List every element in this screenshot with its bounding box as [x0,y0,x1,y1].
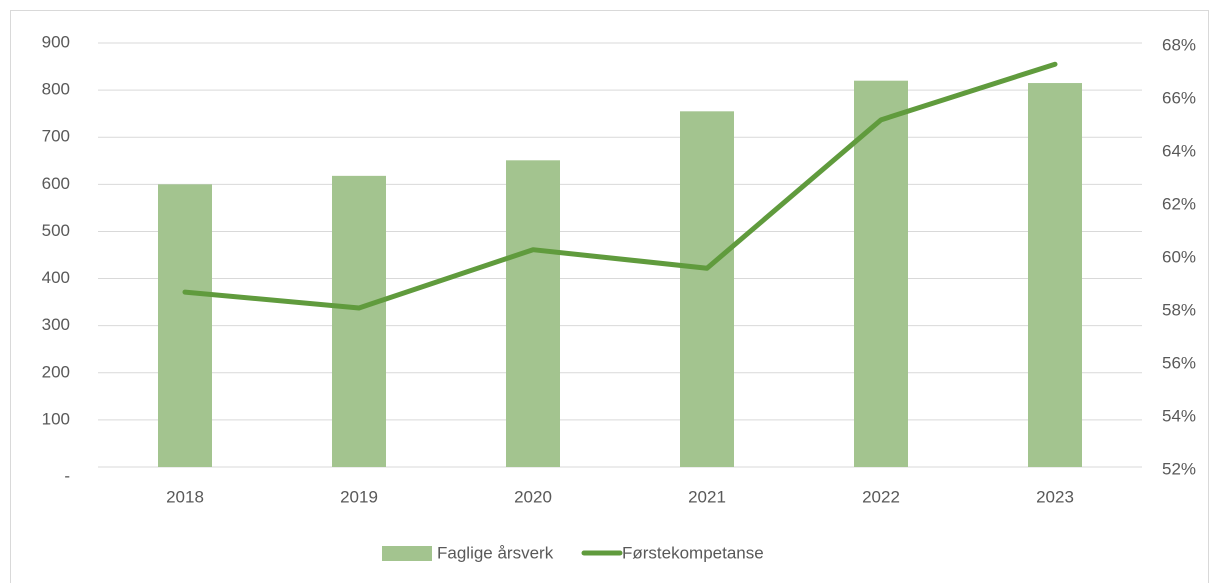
y-tick-label: 600 [42,174,70,193]
bar [332,175,386,467]
y2-tick-label: 54% [1162,406,1196,425]
y-tick-label: 700 [42,127,70,146]
bar [506,160,560,467]
bar [680,111,734,468]
y2-tick-label: 68% [1162,35,1196,54]
x-tick-label: 2023 [1036,487,1074,506]
y-tick-label: 900 [42,32,70,51]
y-tick-label: 500 [42,221,70,240]
bar [158,184,212,468]
x-tick-label: 2020 [514,487,552,506]
y-tick-label: 100 [42,409,70,428]
x-tick-label: 2019 [340,487,378,506]
y-tick-label: 800 [42,80,70,99]
x-tick-label: 2022 [862,487,900,506]
y2-tick-label: 64% [1162,141,1196,160]
y2-tick-label: 66% [1162,88,1196,107]
legend-swatch [382,546,432,561]
y2-tick-label: 58% [1162,300,1196,319]
y-tick-label: 200 [42,362,70,381]
bar [854,80,908,467]
y-tick-label: 400 [42,268,70,287]
y2-tick-label: 56% [1162,353,1196,372]
y2-tick-label: 60% [1162,247,1196,266]
line-series [182,61,1058,311]
y-tick-label: 300 [42,315,70,334]
y2-tick-label: 52% [1162,459,1196,478]
legend-label: Førstekompetanse [622,543,764,562]
x-tick-label: 2021 [688,487,726,506]
legend-label: Faglige årsverk [437,543,554,562]
bar [1028,83,1082,468]
x-tick-label: 2018 [166,487,204,506]
y-tick-label: - [64,466,70,485]
y2-tick-label: 62% [1162,194,1196,213]
